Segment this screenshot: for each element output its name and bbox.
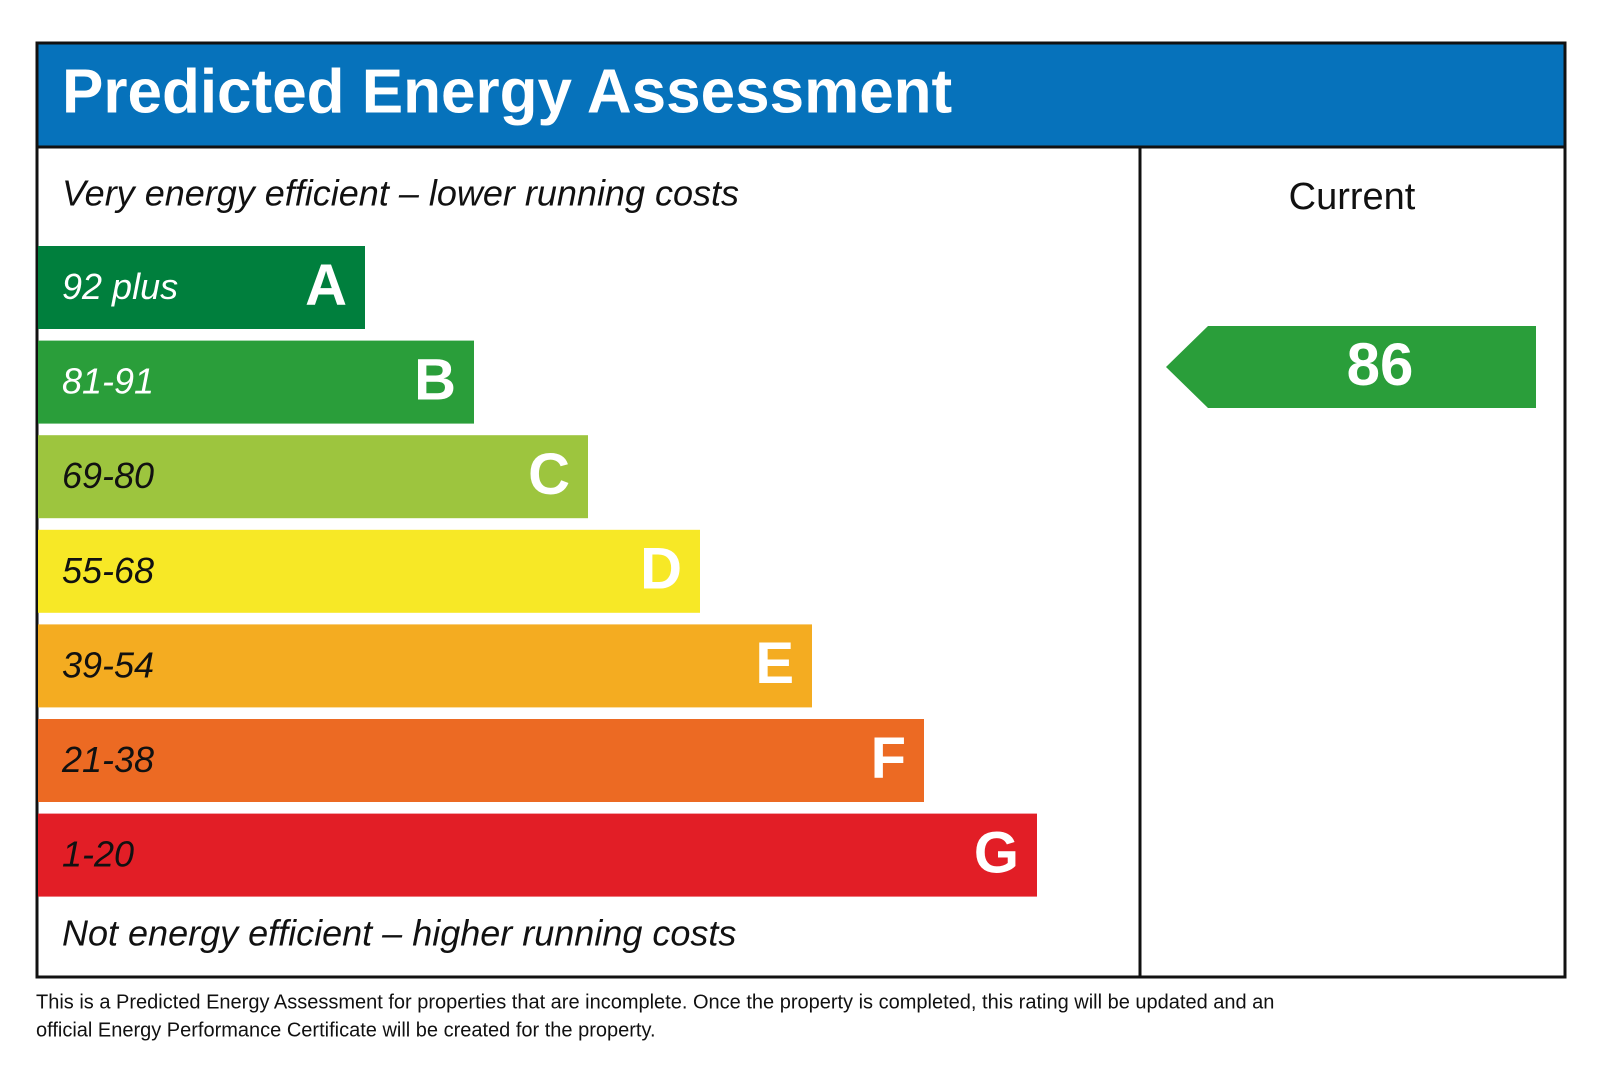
band-range: 81-91 [62,361,154,402]
footnote-line: official Energy Performance Certificate … [36,1019,656,1041]
current-value: 86 [1347,331,1414,398]
band-letter: B [414,347,456,412]
rating-band [38,624,812,708]
rating-band [38,529,700,613]
band-range: 69-80 [62,455,154,496]
footnote-line: This is a Predicted Energy Assessment fo… [36,991,1274,1013]
bottom-label: Not energy efficient – higher running co… [62,913,736,954]
rating-band [38,435,588,519]
band-range: 55-68 [62,550,154,591]
band-letter: F [871,726,906,791]
rating-band [38,246,365,329]
band-letter: C [528,442,570,507]
current-label: Current [1289,176,1416,218]
band-range: 92 plus [62,266,178,307]
header-bar [35,41,1567,149]
rating-band [38,719,924,802]
rating-band [38,340,474,424]
band-letter: D [640,537,682,602]
title: Predicted Energy Assessment [62,57,952,126]
rating-band [38,813,1037,897]
band-range: 39-54 [62,644,154,685]
band-letter: A [305,253,347,318]
band-letter: E [755,631,794,696]
band-range: 1-20 [62,834,134,875]
current-arrow [1166,326,1536,408]
band-range: 21-38 [61,739,154,780]
top-label: Very energy efficient – lower running co… [62,173,739,214]
band-letter: G [974,820,1019,885]
